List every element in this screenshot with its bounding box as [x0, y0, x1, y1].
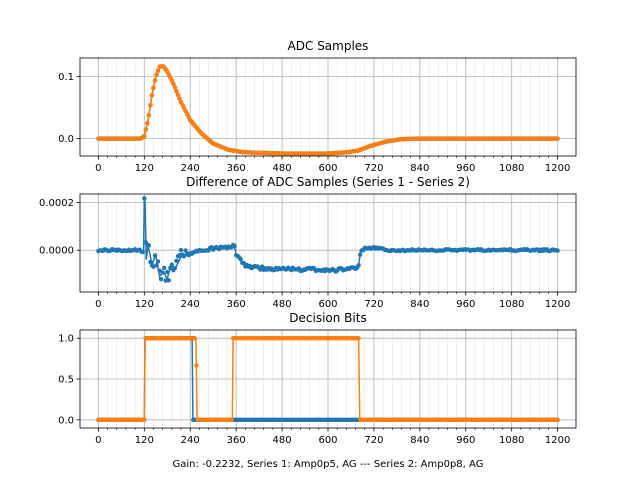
x-tick-label: 1200 — [545, 435, 570, 446]
x-tick-label: 960 — [456, 299, 475, 310]
data-point — [142, 417, 147, 423]
x-tick-label: 0 — [95, 163, 101, 174]
x-tick-label: 240 — [181, 299, 200, 310]
data-point — [148, 259, 153, 265]
data-point — [178, 247, 184, 253]
data-point — [154, 72, 159, 77]
data-point — [174, 258, 179, 264]
x-tick-label: 480 — [273, 435, 292, 446]
data-point — [555, 417, 560, 423]
x-tick-label: 720 — [364, 163, 383, 174]
x-tick-label: 360 — [227, 163, 246, 174]
data-point — [555, 136, 560, 141]
data-point — [148, 102, 153, 108]
figure-caption: Gain: -0.2232, Series 1: Amp0p5, AG --- … — [173, 459, 484, 470]
data-point — [183, 248, 188, 253]
data-point — [172, 265, 178, 271]
data-point — [165, 269, 170, 275]
series-1 — [96, 196, 560, 283]
x-tick-label: 120 — [135, 299, 154, 310]
x-tick-label: 0 — [95, 299, 101, 310]
data-point — [166, 278, 171, 283]
x-tick-label: 600 — [318, 435, 337, 446]
data-point — [152, 78, 158, 83]
data-point — [143, 127, 149, 132]
x-tick-label: 240 — [181, 435, 200, 446]
data-point — [160, 270, 165, 275]
y-tick-label: 0.0002 — [39, 198, 74, 209]
data-point — [357, 252, 363, 257]
x-tick-label: 480 — [273, 299, 292, 310]
data-point — [169, 262, 175, 267]
chart-panel-1: 0 120 240 360 480 600 720 840 960 1080 1200 0.0 0.1 A… — [58, 39, 577, 174]
y-tick-label: 0.0 — [58, 134, 74, 145]
x-tick-label: 720 — [364, 435, 383, 446]
data-point — [192, 335, 198, 341]
data-point — [142, 196, 147, 201]
chart-title: Difference of ADC Samples (Series 1 - Se… — [186, 175, 470, 189]
data-point — [151, 85, 156, 90]
data-point — [142, 133, 147, 139]
data-point — [177, 96, 182, 101]
x-tick-label: 1200 — [545, 299, 570, 310]
x-tick-label: 480 — [273, 163, 292, 174]
x-tick-label: 120 — [135, 163, 154, 174]
y-tick-label: 0.0000 — [39, 246, 74, 257]
data-point — [168, 265, 173, 271]
x-tick-label: 360 — [227, 299, 246, 310]
x-tick-label: 960 — [456, 435, 475, 446]
data-point — [162, 265, 167, 271]
data-point — [145, 121, 150, 126]
data-point — [146, 112, 152, 118]
data-point — [194, 363, 199, 368]
x-tick-label: 360 — [227, 435, 246, 446]
x-tick-label: 600 — [318, 299, 337, 310]
data-point — [356, 335, 361, 341]
data-point — [149, 93, 155, 98]
chart-panel-2: 0 120 240 360 480 600 720 840 960 1080 1200 0.0000 0… — [39, 175, 577, 310]
data-point — [155, 68, 161, 73]
data-point — [172, 85, 178, 90]
series-2 — [96, 63, 560, 156]
data-point — [171, 81, 176, 86]
x-tick-label: 840 — [410, 435, 429, 446]
data-point — [555, 248, 560, 253]
data-point — [158, 276, 164, 282]
chart-title: ADC Samples — [288, 39, 369, 53]
x-tick-label: 600 — [318, 163, 337, 174]
data-point — [174, 88, 179, 94]
y-tick-label: 0.5 — [58, 375, 74, 386]
x-tick-label: 0 — [95, 435, 101, 446]
data-point — [232, 243, 237, 249]
data-point — [155, 259, 161, 264]
data-point — [140, 249, 145, 255]
x-tick-label: 840 — [410, 163, 429, 174]
data-point — [152, 253, 158, 258]
x-tick-label: 960 — [456, 163, 475, 174]
x-tick-label: 240 — [181, 163, 200, 174]
data-point — [146, 243, 152, 248]
data-point — [154, 263, 159, 268]
x-tick-label: 720 — [364, 299, 383, 310]
y-tick-label: 0.1 — [58, 72, 74, 83]
y-tick-label: 1.0 — [58, 334, 74, 345]
x-tick-label: 840 — [410, 299, 429, 310]
data-point — [238, 257, 243, 262]
x-tick-label: 1080 — [499, 435, 524, 446]
chart-panel-3: 0 120 240 360 480 600 720 840 960 1080 1200 0.0 0.5 1… — [58, 311, 577, 446]
data-point — [356, 263, 361, 268]
x-tick-label: 120 — [135, 435, 154, 446]
chart-title: Decision Bits — [289, 311, 366, 325]
x-tick-label: 1080 — [499, 299, 524, 310]
data-point — [229, 417, 234, 423]
x-tick-label: 1200 — [545, 163, 570, 174]
data-point — [175, 92, 181, 98]
y-tick-label: 0.0 — [58, 415, 74, 426]
series-2 — [96, 335, 560, 423]
x-tick-label: 1080 — [499, 163, 524, 174]
data-point — [181, 254, 187, 259]
